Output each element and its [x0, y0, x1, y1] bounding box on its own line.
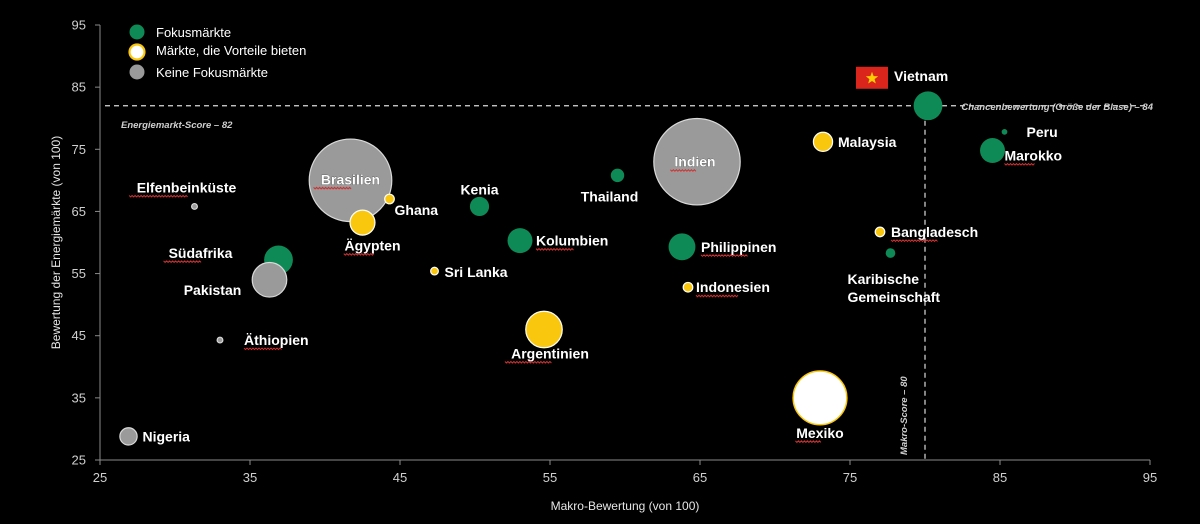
y-tick-label: 35 [72, 390, 86, 405]
elfenbeinkuste-spell-underline [128, 194, 188, 198]
label-pakistan: Pakistan [184, 282, 242, 298]
bubble-marokko [980, 138, 1005, 164]
bubble-size-label: Chancenbewertung (Größe der Blase) – 84 [961, 102, 1153, 113]
data-bubbles [119, 91, 1008, 446]
y-axis-ticks: 25 35 45 55 65 75 85 95 [72, 18, 100, 468]
label-malaysia: Malaysia [838, 134, 897, 150]
label-philippinen: Philippinen [701, 239, 776, 255]
x-axis-title: Makro-Bewertung (von 100) [551, 499, 700, 513]
energy-score-label: Energiemarkt-Score – 82 [121, 120, 233, 131]
legend-label-nonfocus: Keine Fokusmärkte [156, 65, 268, 80]
sudafrika-spell-underline [163, 260, 202, 264]
x-tick-label: 55 [543, 470, 557, 485]
x-tick-label: 65 [693, 470, 707, 485]
label-marokko: Marokko [1005, 148, 1063, 164]
label-thailand: Thailand [581, 188, 639, 204]
y-tick-label: 45 [72, 328, 86, 343]
argentinien-spell-underline [504, 360, 552, 364]
mexiko-spell-underline [795, 440, 822, 444]
label-argentinien: Argentinien [511, 346, 589, 362]
legend-swatch-advantage [128, 43, 146, 61]
bubble-athiopien [216, 336, 224, 344]
label-elfenbeinkuste: Elfenbeinküste [137, 179, 237, 195]
x-tick-label: 85 [993, 470, 1007, 485]
label-sri-lanka: Sri Lanka [445, 264, 508, 280]
bubble-karibische-gemeinschaft [885, 248, 896, 258]
label-indien: Indien [674, 154, 715, 170]
label-ghana: Ghana [395, 202, 439, 218]
bubble-kenia [469, 196, 490, 217]
label-agypten: Ägypten [345, 238, 401, 254]
reference-lines: Energiemarkt-Score – 82 Makro-Score – 80… [105, 102, 1154, 460]
chart-axes [99, 25, 1150, 461]
macro-score-label: Makro-Score – 80 [899, 376, 910, 455]
chart-legend: Fokusmärkte Märkte, die Vorteile bieten … [128, 24, 306, 80]
label-karibische-gemeinschaft-2: Gemeinschaft [848, 289, 941, 305]
legend-label-focus: Fokusmärkte [156, 25, 231, 40]
bubble-nigeria [119, 427, 138, 446]
bubble-pakistan [251, 261, 288, 298]
bubble-agypten [349, 209, 376, 236]
label-bangladesch: Bangladesch [891, 224, 978, 240]
label-mexiko: Mexiko [796, 425, 843, 441]
y-tick-label: 65 [72, 204, 86, 219]
bubble-indonesien [682, 281, 694, 293]
bubble-thailand [610, 168, 625, 183]
bubble-indien [653, 117, 741, 206]
legend-swatch-focus [129, 24, 145, 40]
legend-item-focus: Fokusmärkte [129, 24, 231, 40]
label-sudafrika: Südafrika [169, 245, 233, 261]
bubble-argentinien [525, 310, 563, 349]
bubble-peru [1001, 129, 1008, 135]
bubble-philippinen [668, 233, 696, 261]
legend-item-advantage: Märkte, die Vorteile bieten [128, 43, 306, 61]
x-tick-label: 45 [393, 470, 407, 485]
bangladesch-spell-underline [890, 239, 938, 243]
y-axis-title: Bewertung der Energiemärkte (von 100) [49, 136, 63, 349]
bubble-vietnam [913, 91, 943, 121]
label-kolumbien: Kolumbien [536, 233, 608, 249]
bubble-mexiko [792, 370, 848, 426]
y-tick-label: 85 [72, 80, 86, 95]
bubble-kolumbien [507, 228, 533, 254]
philippinen-spell-underline [700, 254, 748, 258]
label-kenia: Kenia [460, 181, 498, 197]
bubble-ghana [384, 193, 395, 205]
indonesien-spell-underline [695, 294, 739, 298]
label-indonesien: Indonesien [696, 279, 770, 295]
bubble-elfenbeinkuste [191, 202, 198, 210]
x-axis-ticks: 25 35 45 55 65 75 85 95 [93, 460, 1157, 485]
indien-spell-underline [670, 169, 697, 172]
brasilien-spell-underline [313, 186, 352, 190]
legend-item-nonfocus: Keine Fokusmärkte [129, 64, 268, 80]
label-nigeria: Nigeria [143, 428, 191, 444]
bubble-malaysia [812, 131, 834, 153]
bubble-sri-lanka [430, 266, 439, 276]
vietnam-flag-star [865, 71, 879, 84]
label-brasilien: Brasilien [321, 171, 380, 187]
x-tick-label: 75 [843, 470, 857, 485]
legend-label-advantage: Märkte, die Vorteile bieten [156, 43, 306, 58]
vietnam-flag-icon [856, 66, 888, 89]
kolumbien-spell-underline [535, 247, 574, 251]
x-tick-label: 25 [93, 470, 107, 485]
data-labels: Vietnam Peru Marokko Malaysia Indien Thailand… [128, 66, 1063, 444]
y-tick-label: 95 [72, 18, 86, 33]
x-tick-label: 95 [1143, 470, 1157, 485]
label-karibische-gemeinschaft-1: Karibische [848, 271, 920, 287]
x-tick-label: 35 [243, 470, 257, 485]
athiopien-spell-underline [243, 347, 282, 351]
y-tick-label: 55 [72, 266, 86, 281]
label-athiopien: Äthiopien [244, 332, 309, 348]
label-peru: Peru [1027, 124, 1058, 140]
bubble-bangladesch [874, 226, 886, 238]
y-tick-label: 75 [72, 142, 86, 157]
marokko-spell-underline [1004, 162, 1035, 166]
legend-swatch-nonfocus [129, 64, 145, 80]
label-vietnam: Vietnam [894, 68, 948, 84]
agypten-spell-underline [343, 252, 375, 256]
y-tick-label: 25 [72, 453, 86, 468]
